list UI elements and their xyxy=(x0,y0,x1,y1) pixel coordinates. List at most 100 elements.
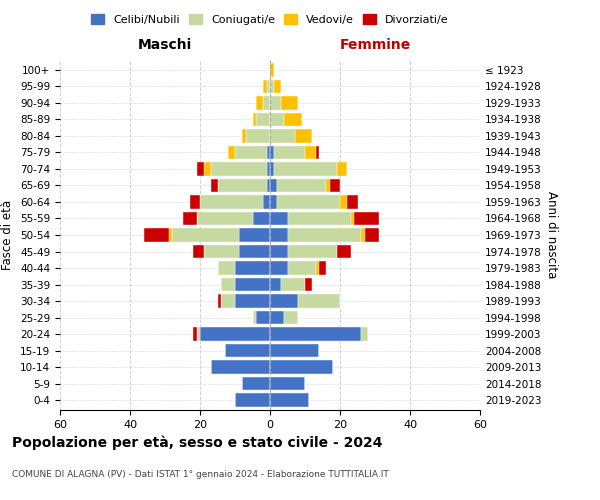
Bar xyxy=(256,96,263,110)
Bar xyxy=(270,244,287,258)
Bar xyxy=(270,80,274,93)
Bar xyxy=(274,146,305,159)
Bar xyxy=(256,112,270,126)
Bar xyxy=(329,178,340,192)
Bar xyxy=(245,129,270,142)
Bar xyxy=(197,328,200,341)
Bar xyxy=(172,228,239,242)
Bar xyxy=(316,146,319,159)
Bar xyxy=(270,96,281,110)
Bar xyxy=(256,311,270,324)
Bar xyxy=(266,80,270,93)
Bar xyxy=(270,344,319,358)
Bar xyxy=(270,328,361,341)
Bar xyxy=(266,178,270,192)
Bar xyxy=(284,311,298,324)
Bar xyxy=(337,162,347,175)
Bar xyxy=(218,178,266,192)
Bar xyxy=(263,80,266,93)
Bar xyxy=(274,162,337,175)
Bar xyxy=(270,162,274,175)
Bar xyxy=(193,244,203,258)
Bar xyxy=(200,195,263,209)
Bar xyxy=(365,228,379,242)
Bar xyxy=(281,278,305,291)
Bar xyxy=(340,195,347,209)
Bar xyxy=(182,212,197,226)
Bar xyxy=(270,278,281,291)
Bar xyxy=(287,212,350,226)
Legend: Celibi/Nubili, Coniugati/e, Vedovi/e, Divorziati/e: Celibi/Nubili, Coniugati/e, Vedovi/e, Di… xyxy=(87,10,453,29)
Bar xyxy=(239,244,270,258)
Y-axis label: Fasce di età: Fasce di età xyxy=(1,200,14,270)
Bar xyxy=(190,195,200,209)
Bar xyxy=(203,244,239,258)
Bar xyxy=(235,261,270,275)
Bar xyxy=(270,146,274,159)
Bar xyxy=(270,311,284,324)
Bar xyxy=(298,294,340,308)
Bar xyxy=(197,162,203,175)
Bar xyxy=(235,394,270,407)
Bar xyxy=(354,212,379,226)
Bar xyxy=(295,129,312,142)
Bar xyxy=(287,261,316,275)
Bar xyxy=(287,244,337,258)
Bar xyxy=(242,377,270,390)
Bar xyxy=(270,228,287,242)
Y-axis label: Anni di nascita: Anni di nascita xyxy=(545,192,558,278)
Bar xyxy=(169,228,172,242)
Bar xyxy=(284,112,302,126)
Bar xyxy=(270,360,333,374)
Bar xyxy=(144,228,169,242)
Bar xyxy=(361,228,365,242)
Bar xyxy=(270,129,295,142)
Bar xyxy=(270,261,287,275)
Bar xyxy=(253,311,256,324)
Bar xyxy=(316,261,319,275)
Bar xyxy=(270,63,274,76)
Bar xyxy=(270,212,287,226)
Bar xyxy=(270,377,305,390)
Bar xyxy=(305,146,316,159)
Bar xyxy=(218,294,221,308)
Bar xyxy=(253,112,256,126)
Bar xyxy=(347,195,358,209)
Bar xyxy=(203,162,211,175)
Bar xyxy=(263,195,270,209)
Text: Maschi: Maschi xyxy=(138,38,192,52)
Bar xyxy=(235,146,266,159)
Bar xyxy=(277,178,326,192)
Bar xyxy=(277,195,340,209)
Text: Popolazione per età, sesso e stato civile - 2024: Popolazione per età, sesso e stato civil… xyxy=(12,435,383,450)
Bar xyxy=(319,261,326,275)
Bar xyxy=(270,178,277,192)
Bar xyxy=(305,278,312,291)
Bar xyxy=(361,328,368,341)
Bar xyxy=(337,244,350,258)
Bar xyxy=(266,162,270,175)
Bar xyxy=(221,278,235,291)
Bar xyxy=(270,112,284,126)
Bar xyxy=(221,294,235,308)
Bar xyxy=(350,212,354,226)
Text: Femmine: Femmine xyxy=(340,38,410,52)
Bar xyxy=(263,96,270,110)
Bar xyxy=(218,261,235,275)
Text: COMUNE DI ALAGNA (PV) - Dati ISTAT 1° gennaio 2024 - Elaborazione TUTTITALIA.IT: COMUNE DI ALAGNA (PV) - Dati ISTAT 1° ge… xyxy=(12,470,389,479)
Bar xyxy=(235,294,270,308)
Bar xyxy=(211,162,266,175)
Bar xyxy=(235,278,270,291)
Bar xyxy=(228,146,235,159)
Bar xyxy=(270,294,298,308)
Bar xyxy=(266,146,270,159)
Bar xyxy=(274,80,281,93)
Bar xyxy=(193,328,197,341)
Bar xyxy=(197,212,253,226)
Bar xyxy=(253,212,270,226)
Bar xyxy=(281,96,298,110)
Bar xyxy=(211,178,218,192)
Bar xyxy=(200,328,270,341)
Bar xyxy=(326,178,329,192)
Bar xyxy=(239,228,270,242)
